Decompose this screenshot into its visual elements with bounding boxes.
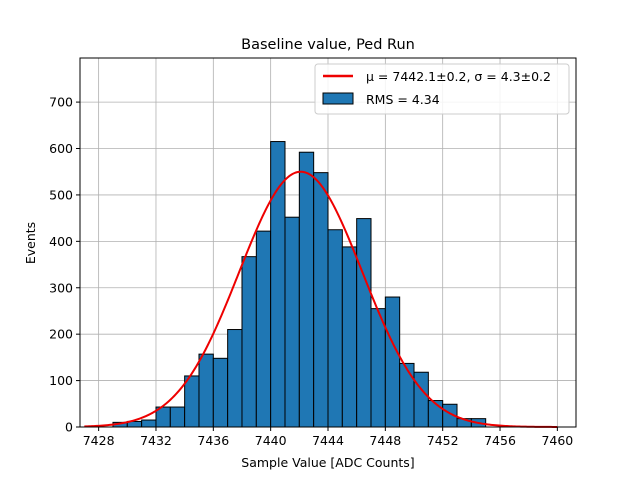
y-axis-label: Events [23, 222, 38, 264]
histogram-bar [212, 357, 229, 428]
y-tick-label: 200 [49, 327, 73, 342]
histogram-bars [112, 141, 487, 428]
legend-frame [314, 63, 570, 115]
y-tick-label: 600 [49, 141, 73, 156]
x-tick-label: 7460 [541, 433, 573, 448]
x-tick-label: 7452 [427, 433, 459, 448]
histogram-bar [399, 362, 415, 428]
histogram-bar [356, 218, 372, 428]
histogram-bar [327, 229, 343, 428]
histogram-bar [284, 216, 300, 428]
chart-title: Baseline value, Ped Run [241, 37, 415, 53]
y-tick-label: 500 [49, 187, 73, 202]
histogram-bar [141, 419, 157, 428]
y-axis-ticks: 0 100 200 300 400 500 600 700 [49, 95, 80, 435]
histogram-bar [413, 371, 429, 428]
x-tick-label: 7436 [197, 433, 229, 448]
x-tick-label: 7432 [140, 433, 172, 448]
x-tick-label: 7456 [484, 433, 516, 448]
y-tick-label: 400 [49, 234, 73, 249]
histogram-bar [370, 308, 386, 428]
y-tick-label: 700 [49, 95, 73, 110]
histogram-bar [341, 246, 358, 428]
histogram-bar [384, 296, 401, 428]
x-tick-label: 7448 [369, 433, 401, 448]
legend-histogram-swatch [322, 92, 354, 105]
x-axis-ticks: 7428 7432 7436 7440 7444 7448 7452 7456 7460 [83, 427, 573, 448]
histogram-bar [255, 230, 272, 428]
histogram-bar [198, 353, 214, 428]
histogram-bar [313, 172, 329, 428]
x-tick-label: 7428 [83, 433, 115, 448]
y-tick-label: 0 [65, 420, 73, 435]
y-tick-label: 300 [49, 280, 73, 295]
histogram-bar [169, 406, 186, 428]
histogram-bar [241, 256, 257, 428]
gaussian-fit-line [84, 170, 558, 428]
y-tick-label: 100 [49, 373, 73, 388]
histogram-bar [227, 329, 243, 428]
x-axis-label: Sample Value [ADC Counts] [241, 455, 414, 470]
legend-histogram-label: RMS = 4.34 [366, 92, 440, 107]
histogram-bar [298, 151, 315, 428]
x-tick-label: 7444 [312, 433, 344, 448]
histogram-bar [184, 375, 200, 428]
legend-fit-label: μ = 7442.1±0.2, σ = 4.3±0.2 [366, 69, 551, 84]
legend: μ = 7442.1±0.2, σ = 4.3±0.2 RMS = 4.34 [314, 63, 570, 115]
x-tick-label: 7440 [255, 433, 287, 448]
histogram-bar [270, 141, 286, 428]
